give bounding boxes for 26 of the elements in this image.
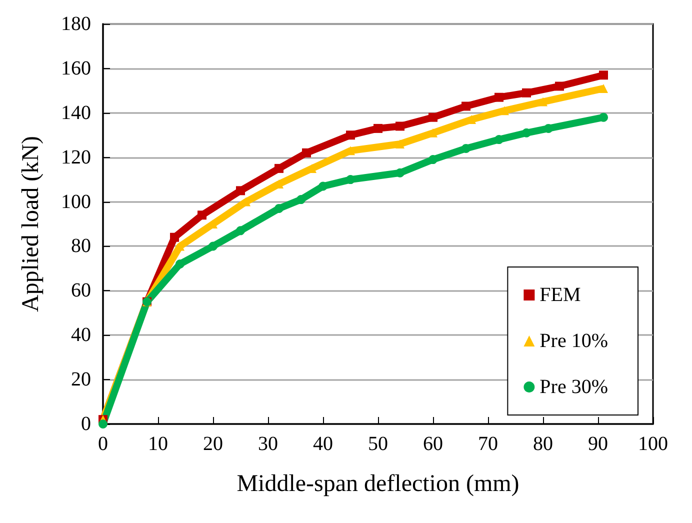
x-tick-label: 50 [368, 433, 388, 455]
x-axis-title: Middle-span deflection (mm) [236, 471, 520, 497]
x-tick-label: 90 [588, 433, 608, 455]
legend-label: Pre 30% [540, 376, 608, 398]
x-tick-label: 30 [258, 433, 278, 455]
y-tick-label: 40 [71, 324, 91, 346]
x-tick-label: 80 [533, 433, 553, 455]
x-tick-label: 100 [638, 433, 668, 455]
y-tick-label: 140 [61, 102, 91, 124]
y-tick-label: 100 [61, 190, 91, 213]
x-tick-label: 0 [98, 433, 108, 455]
y-tick-label: 20 [71, 368, 91, 391]
y-tick-label: 160 [61, 57, 91, 80]
legend-label: Pre 10% [540, 330, 608, 352]
y-tick-label: 180 [61, 13, 91, 35]
x-tick-label: 60 [423, 433, 443, 455]
y-tick-label: 0 [81, 413, 91, 435]
x-tick-label: 70 [478, 433, 498, 455]
legend-label: FEM [540, 284, 582, 306]
y-tick-label: 60 [71, 280, 91, 302]
y-tick-label: 80 [71, 235, 91, 258]
y-tick-label: 120 [61, 146, 91, 168]
y-axis-title: Applied load (kN) [18, 136, 44, 312]
x-tick-label: 10 [148, 433, 168, 455]
x-tick-label: 20 [203, 433, 223, 455]
x-tick-label: 40 [313, 433, 333, 455]
